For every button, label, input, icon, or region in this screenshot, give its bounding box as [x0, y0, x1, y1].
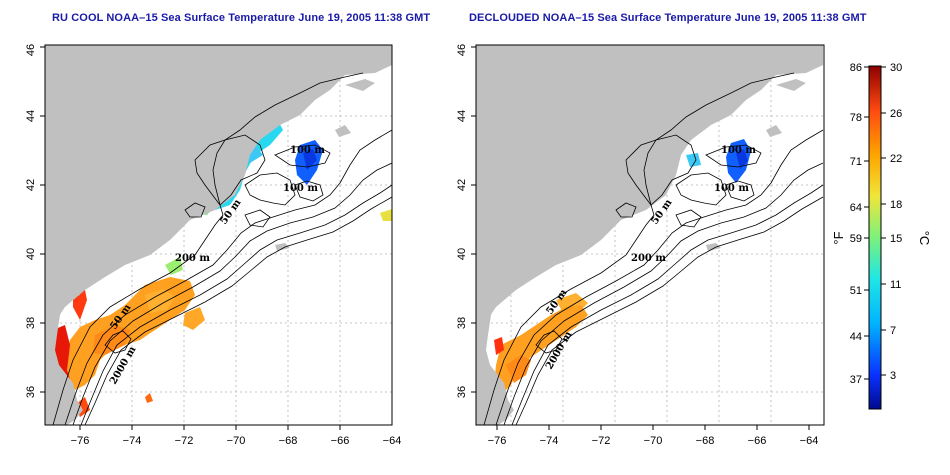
- left-x-tick-label: −70: [227, 435, 246, 447]
- left-ticks: [40, 46, 341, 430]
- left-panel-title: RU COOL NOAA–15 Sea Surface Temperature …: [52, 12, 431, 24]
- colorbar-celsius-unit: °C: [917, 231, 932, 246]
- left-y-tick-label: 42: [25, 179, 37, 191]
- colorbar-c-tick: 22: [890, 153, 902, 165]
- right-x-tick-label: −68: [696, 435, 715, 447]
- right-y-tick-label: 42: [456, 179, 468, 191]
- right-contour-label-100-a: 100 m: [721, 145, 756, 156]
- left-contour-label-100-a: 100 m: [290, 145, 325, 156]
- right-frame: [475, 44, 825, 426]
- colorbar-f-tick: 86: [850, 62, 862, 74]
- right-y-tick-label: 36: [456, 386, 468, 398]
- right-map-panel: 100 m 100 m 50 m 200 m 50 m 2000 m −76 −…: [456, 44, 825, 447]
- colorbar-f-tick: 78: [850, 112, 862, 124]
- left-contour-label-200: 200 m: [175, 253, 210, 264]
- left-x-tick-label: −66: [331, 435, 350, 447]
- right-y-tick-label: 44: [456, 110, 468, 122]
- left-x-tick-label: −74: [123, 435, 142, 447]
- right-y-tick-label: 46: [456, 44, 468, 56]
- left-x-tick-label: −64: [383, 435, 402, 447]
- left-frame: [44, 44, 393, 426]
- left-y-tick-label: 40: [25, 248, 37, 260]
- left-y-tick-label: 46: [25, 44, 37, 56]
- colorbar-fahrenheit-unit: °F: [831, 231, 846, 244]
- colorbar-f-tick: 37: [850, 374, 862, 386]
- left-y-tick-label: 44: [25, 110, 37, 122]
- right-contour-label-200: 200 m: [631, 253, 666, 264]
- colorbar-c-tick: 15: [890, 233, 902, 245]
- right-panel-title: DECLOUDED NOAA–15 Sea Surface Temperatur…: [469, 12, 867, 24]
- left-contour-label-100-b: 100 m: [283, 183, 318, 194]
- colorbar-f-tick: 51: [850, 285, 862, 297]
- colorbar-f-tick: 64: [850, 202, 862, 214]
- colorbar-c-tick: 11: [890, 279, 901, 291]
- right-ticks: [471, 46, 810, 430]
- colorbar-f-tick: 71: [850, 156, 862, 168]
- right-x-tick-label: −76: [488, 435, 507, 447]
- right-x-tick-label: −66: [748, 435, 767, 447]
- left-y-tick-label: 38: [25, 317, 37, 329]
- right-contour-label-100-b: 100 m: [714, 183, 749, 194]
- right-y-tick-label: 38: [456, 317, 468, 329]
- left-y-tick-label: 36: [25, 386, 37, 398]
- colorbar-c-tick: 3: [890, 370, 896, 382]
- right-x-tick-label: −70: [644, 435, 663, 447]
- colorbar-gradient: [868, 65, 882, 410]
- colorbar-c-tick: 30: [890, 62, 902, 74]
- colorbar-c-tick: 26: [890, 108, 902, 120]
- right-x-tick-label: −64: [800, 435, 819, 447]
- colorbar-c-tick: 18: [890, 199, 902, 211]
- left-x-tick-label: −76: [71, 435, 90, 447]
- colorbar-f-tick: 59: [850, 233, 862, 245]
- right-x-tick-label: −74: [540, 435, 559, 447]
- temperature-colorbar: 86 78 71 64 59 51 44 37 30 26 22 18 15 1…: [831, 62, 932, 410]
- left-x-tick-label: −72: [175, 435, 194, 447]
- left-map-panel: 100 m 100 m 50 m 200 m 50 m 2000 m −76 −…: [25, 44, 401, 447]
- colorbar-c-tick: 7: [890, 325, 896, 337]
- right-x-tick-label: −72: [592, 435, 611, 447]
- colorbar-f-tick: 44: [850, 331, 862, 343]
- left-x-tick-label: −68: [279, 435, 298, 447]
- right-y-tick-label: 40: [456, 248, 468, 260]
